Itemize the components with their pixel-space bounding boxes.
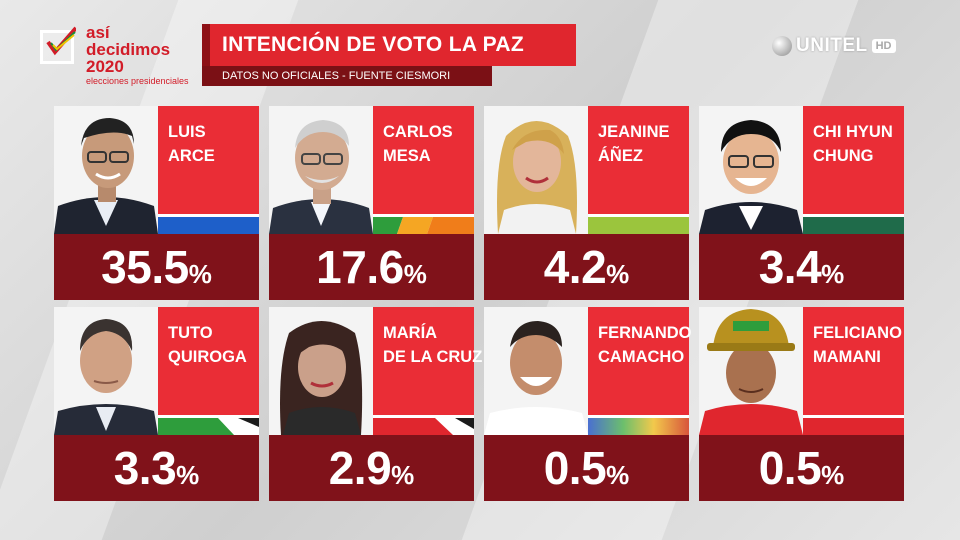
candidate-first-name: FELICIANO: [813, 324, 902, 342]
vote-percentage: 3.4%: [699, 234, 904, 300]
vote-percentage: 17.6%: [269, 234, 474, 300]
candidate-first-name: LUIS: [168, 123, 206, 141]
subtitle-banner: DATOS NO OFICIALES - FUENTE CIESMORI: [202, 66, 492, 86]
logo-line-2: decidimos: [86, 40, 171, 59]
candidate-last-name: DE LA CRUZ: [383, 348, 483, 366]
hd-badge: HD: [871, 39, 896, 53]
candidate-card: TUTO QUIROGA 3.3%: [54, 307, 259, 501]
party-flag-icon: [588, 214, 689, 234]
candidate-first-name: TUTO: [168, 324, 213, 342]
vote-percentage: 4.2%: [484, 234, 689, 300]
candidate-photo: [269, 307, 373, 435]
candidate-last-name: CAMACHO: [598, 348, 685, 366]
percentage-value: 17.6: [316, 241, 404, 293]
percentage-value: 3.4: [758, 241, 822, 293]
percent-sign: %: [821, 259, 845, 289]
candidate-photo: [699, 106, 803, 234]
percentage-value: 2.9: [328, 442, 392, 494]
candidate-card: FELICIANO MAMANI 0.5%: [699, 307, 904, 501]
candidate-card: JEANINE ÁÑEZ 4.2%: [484, 106, 689, 300]
candidate-photo: [54, 307, 158, 435]
candidate-last-name: QUIROGA: [168, 348, 247, 366]
candidate-card: FERNANDO CAMACHO 0.5%: [484, 307, 692, 501]
percent-sign: %: [176, 460, 200, 490]
percent-sign: %: [821, 460, 845, 490]
candidate-last-name: MESA: [383, 147, 431, 165]
vote-percentage: 35.5%: [54, 234, 259, 300]
check-mark-icon: [46, 26, 76, 56]
candidate-photo: [484, 307, 588, 435]
candidate-photo: [699, 307, 803, 435]
vote-percentage: 0.5%: [484, 435, 689, 501]
channel-name: UNITEL: [796, 35, 868, 56]
percentage-value: 3.3: [113, 442, 177, 494]
candidate-first-name: MARÍA: [383, 324, 438, 342]
candidate-first-name: FERNANDO: [598, 324, 692, 342]
percent-sign: %: [606, 460, 630, 490]
candidate-photo: [54, 106, 158, 234]
candidate-first-name: CARLOS: [383, 123, 453, 141]
page-subtitle: DATOS NO OFICIALES - FUENTE CIESMORI: [222, 70, 451, 82]
candidate-last-name: ÁÑEZ: [598, 147, 643, 165]
candidate-last-name: MAMANI: [813, 348, 881, 366]
party-flag-icon: [803, 415, 904, 435]
logo-year: 2020: [86, 57, 124, 76]
party-flag-icon: [158, 415, 259, 435]
vote-percentage: 2.9%: [269, 435, 474, 501]
candidate-card: CHI HYUN CHUNG 3.4%: [699, 106, 904, 300]
candidate-first-name: CHI HYUN: [813, 123, 893, 141]
percentage-value: 0.5: [543, 442, 607, 494]
candidate-card: CARLOS MESA 17.6%: [269, 106, 474, 300]
percentage-value: 4.2: [543, 241, 607, 293]
party-flag-icon: [803, 214, 904, 234]
party-flag-icon: [158, 214, 259, 234]
percent-sign: %: [606, 259, 630, 289]
percentage-value: 0.5: [758, 442, 822, 494]
candidate-last-name: ARCE: [168, 147, 215, 165]
percentage-value: 35.5: [101, 241, 189, 293]
party-flag-icon: [373, 415, 474, 435]
channel-disc-icon: [772, 36, 792, 56]
candidate-card: MARÍA DE LA CRUZ 2.9%: [269, 307, 482, 501]
percent-sign: %: [188, 259, 212, 289]
percent-sign: %: [403, 259, 427, 289]
candidate-photo: [269, 106, 373, 234]
title-accent: [202, 24, 210, 66]
party-flag-icon: [588, 415, 689, 435]
candidate-photo: [484, 106, 588, 234]
vote-percentage: 0.5%: [699, 435, 904, 501]
party-flag-icon: [373, 214, 474, 234]
channel-logo: UNITEL HD: [772, 34, 896, 58]
candidate-last-name: CHUNG: [813, 147, 874, 165]
election-logo: así decidimos 2020 elecciones presidenci…: [40, 24, 200, 88]
page-title: INTENCIÓN DE VOTO LA PAZ: [222, 33, 524, 56]
vote-percentage: 3.3%: [54, 435, 259, 501]
logo-line-1: así: [86, 23, 110, 42]
logo-subtitle: elecciones presidenciales: [86, 76, 189, 86]
percent-sign: %: [391, 460, 415, 490]
candidate-card: LUIS ARCE 35.5%: [54, 106, 259, 300]
candidate-first-name: JEANINE: [598, 123, 670, 141]
title-banner: INTENCIÓN DE VOTO LA PAZ: [202, 24, 576, 66]
